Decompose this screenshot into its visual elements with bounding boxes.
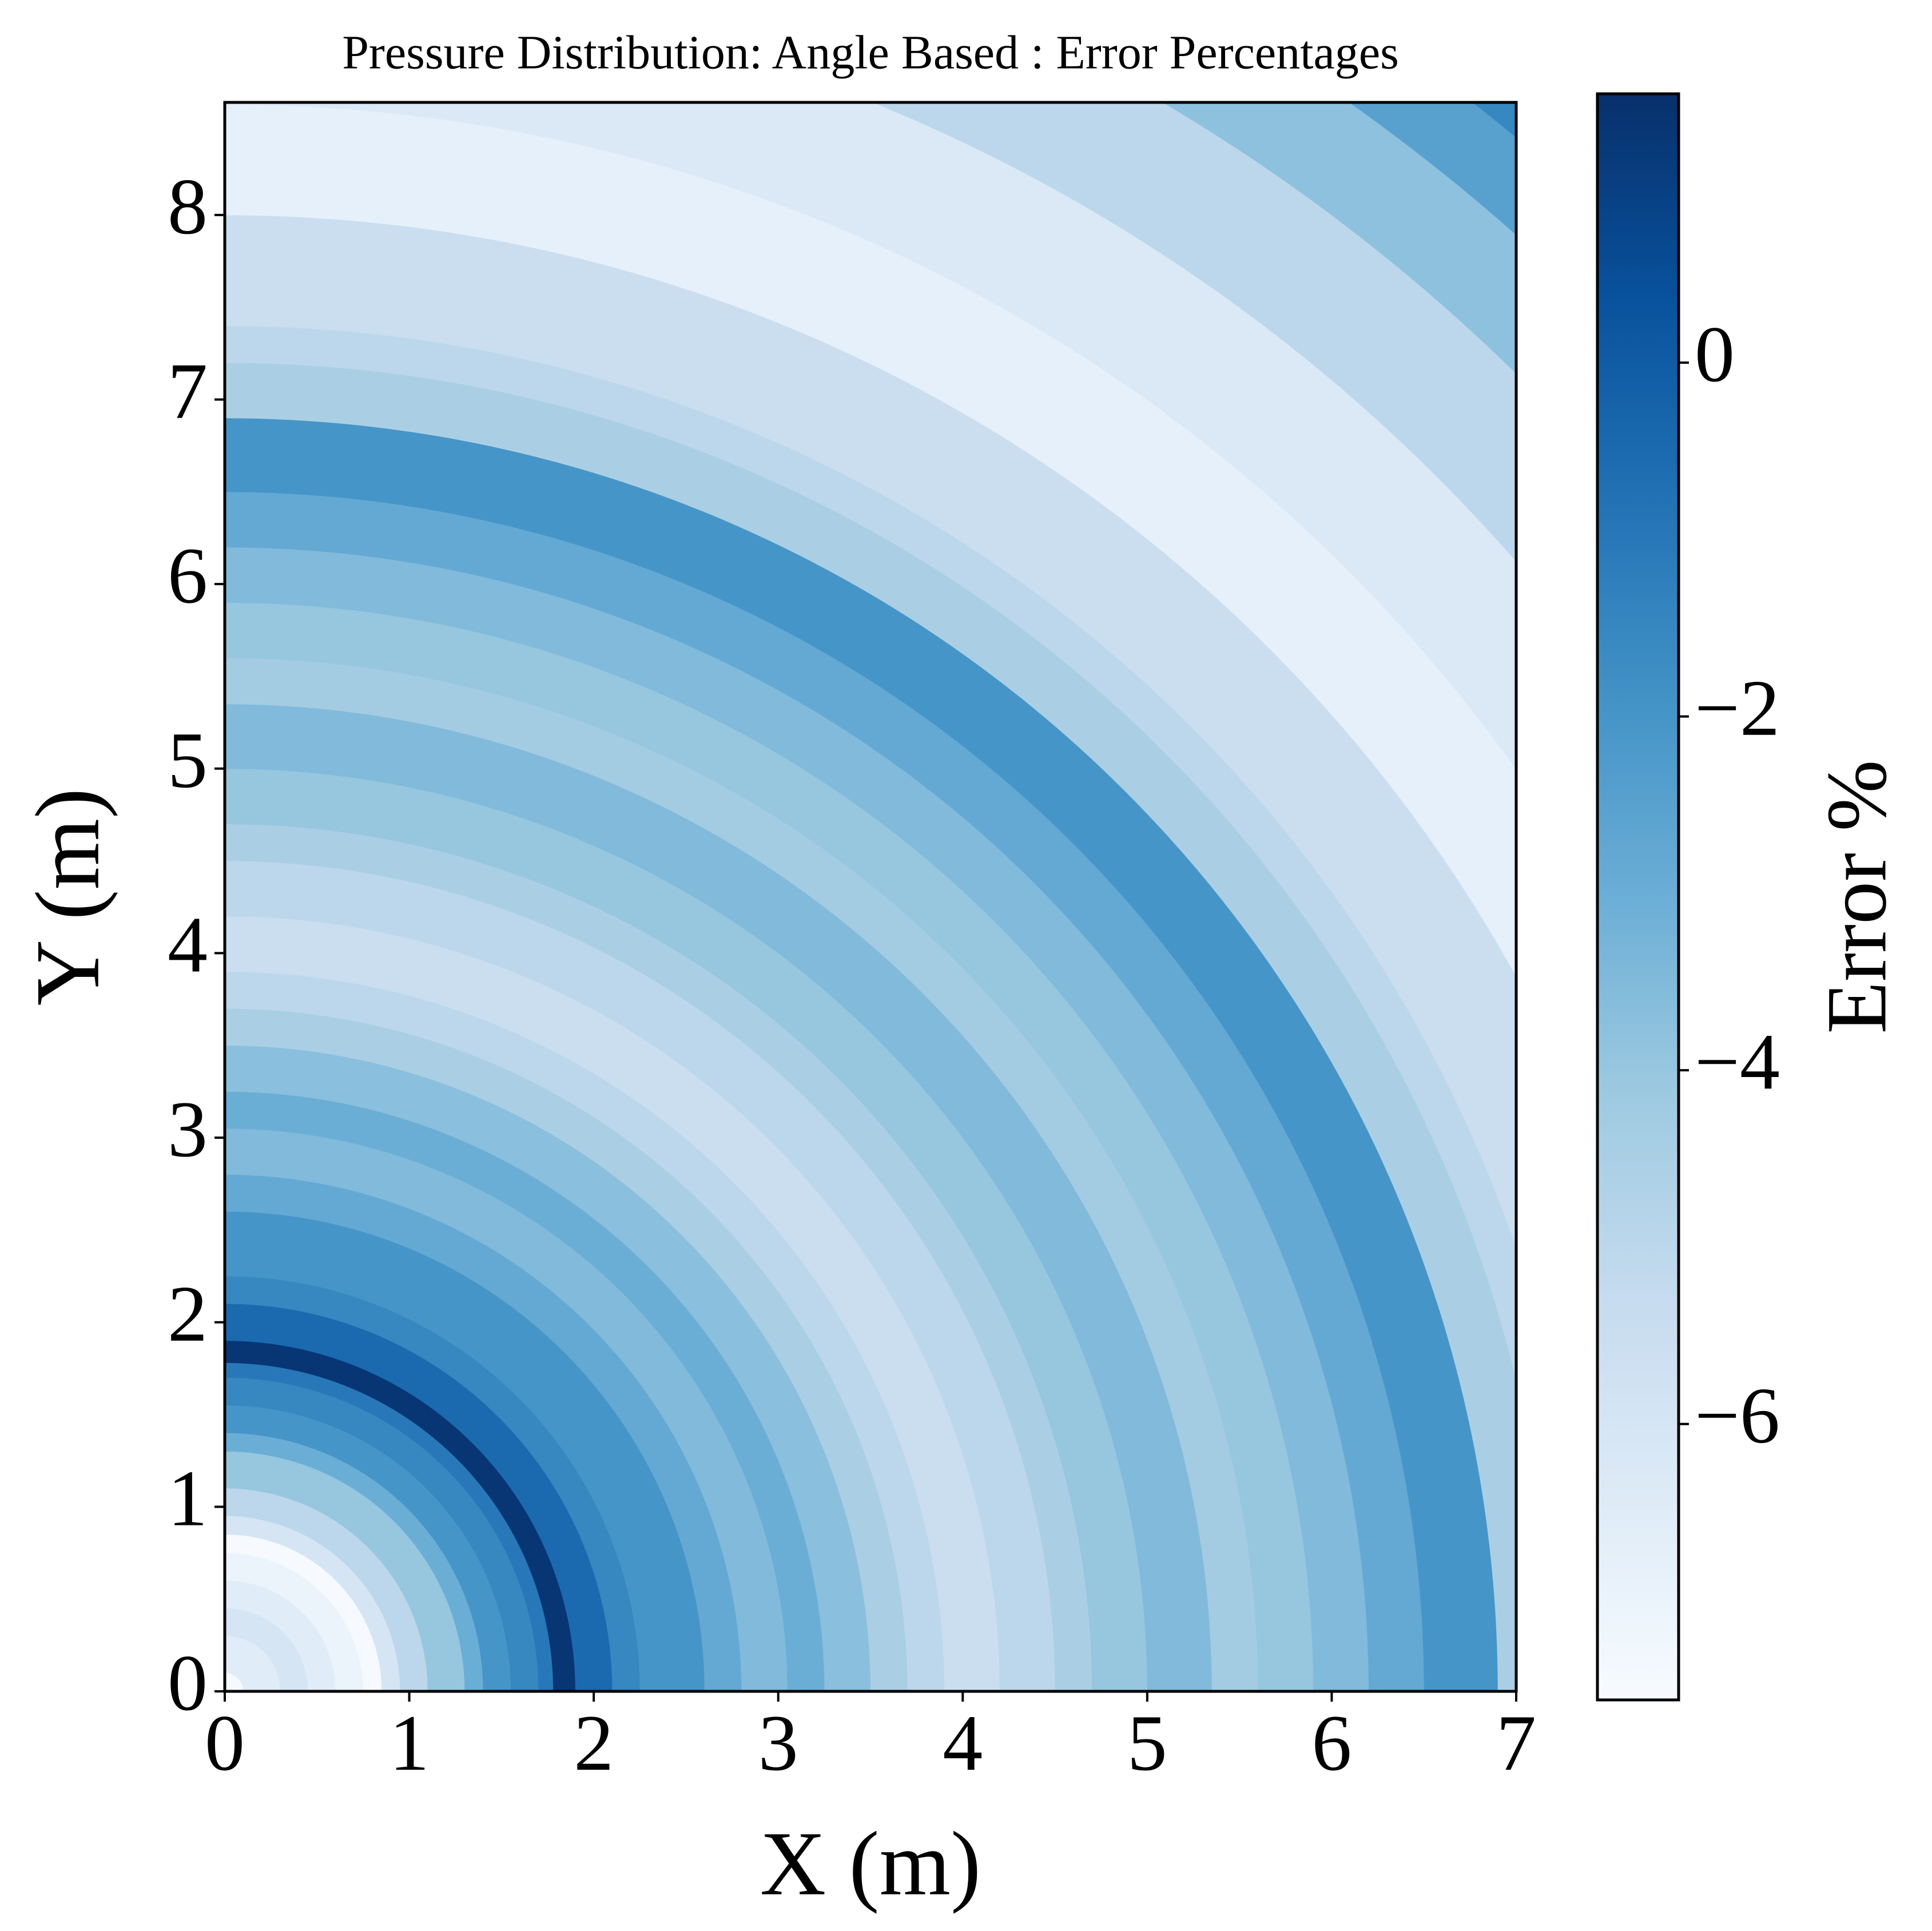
y-tick-label: 0 <box>168 1639 208 1727</box>
y-tick-label: 8 <box>168 162 208 251</box>
y-tick-label: 5 <box>168 716 208 805</box>
chart-title: Pressure Distribution: Angle Based : Err… <box>342 26 1399 79</box>
x-tick-label: 1 <box>389 1699 430 1787</box>
x-tick-label: 2 <box>574 1699 614 1787</box>
contour-ring <box>225 1672 244 1691</box>
y-tick-label: 7 <box>168 347 208 436</box>
y-tick-label: 3 <box>168 1085 208 1174</box>
colorbar-tick-label: 0 <box>1695 310 1735 399</box>
y-tick-label: 4 <box>168 901 208 990</box>
colorbar-label: Error % <box>1809 760 1904 1034</box>
x-axis-label: X (m) <box>760 1813 981 1914</box>
plot-frame <box>223 101 1518 1693</box>
y-axis-label: Y (m) <box>17 788 118 1006</box>
colorbar-tick-label: −6 <box>1695 1372 1780 1460</box>
x-tick-label: 6 <box>1311 1699 1351 1787</box>
colorbar-tick-label: −2 <box>1695 664 1780 753</box>
x-tick-label: 5 <box>1127 1699 1167 1787</box>
y-tick-label: 6 <box>168 531 208 620</box>
y-tick-label: 1 <box>168 1454 208 1543</box>
y-tick-label: 2 <box>168 1270 208 1358</box>
x-tick-label: 4 <box>943 1699 983 1787</box>
colorbar-tick-label: −4 <box>1695 1018 1780 1106</box>
x-tick-label: 0 <box>205 1699 245 1787</box>
contour-ring <box>225 1636 280 1691</box>
colorbar <box>1596 92 1680 1702</box>
x-tick-label: 7 <box>1496 1699 1536 1787</box>
x-tick-label: 3 <box>758 1699 798 1787</box>
